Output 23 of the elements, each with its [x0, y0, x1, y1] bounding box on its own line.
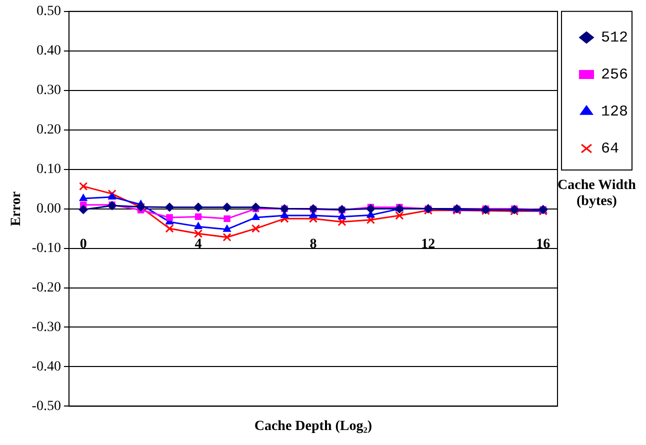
y-tick-label: 0.10	[36, 162, 61, 177]
legend-label: 64	[600, 140, 620, 158]
y-tick-label: -0.30	[32, 320, 61, 335]
y-tick-label: -0.20	[32, 280, 61, 296]
legend-title: Cache Width (bytes)	[556, 178, 637, 210]
y-tick-label: 0.50	[36, 4, 61, 20]
y-tick-label: 0.20	[36, 122, 61, 138]
legend-label: 128	[600, 103, 628, 120]
y-tick-label: 0.40	[36, 44, 61, 59]
x-tick-label: 4	[194, 236, 202, 252]
x-tick-label: 0	[80, 236, 87, 252]
y-tick-label: 0.00	[36, 201, 61, 216]
x-tick-label: 8	[310, 236, 317, 252]
legend-label: 256	[600, 66, 628, 84]
x-tick-label: 16	[536, 236, 550, 252]
y-tick-label: -0.40	[32, 359, 61, 374]
y-axis-title: Error	[9, 191, 24, 226]
x-tick-label: 12	[421, 236, 436, 252]
y-tick-label: -0.10	[32, 240, 61, 256]
y-tick-label: 0.30	[36, 83, 61, 98]
x-axis-title: Cache Depth (Log₂)	[254, 419, 372, 434]
legend-label: 512	[600, 29, 628, 46]
y-tick-label: -0.50	[32, 398, 61, 414]
